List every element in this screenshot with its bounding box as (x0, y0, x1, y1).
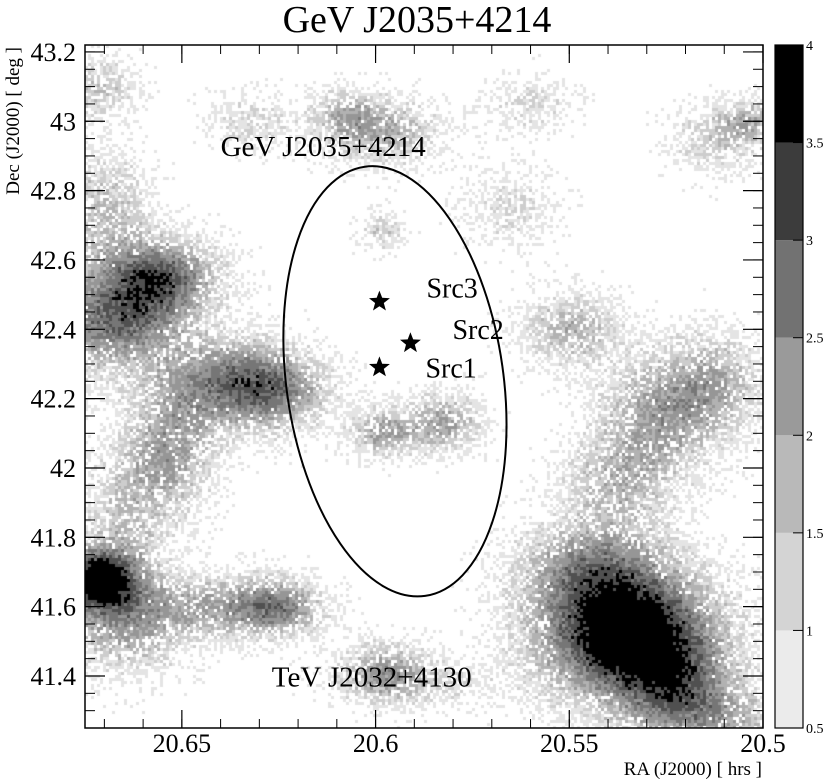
y-tick-label: 42.2 (31, 385, 77, 414)
x-tick-label: 20.6 (353, 729, 399, 758)
y-tick-label: 42.6 (31, 246, 77, 275)
source-label-src3: Src3 (426, 274, 477, 305)
annotation-label: TeV J2032+4130 (272, 661, 472, 693)
x-tick-label: 20.65 (153, 729, 212, 758)
source-star-src3 (369, 290, 390, 311)
x-tick-label: 20.5 (740, 729, 786, 758)
y-tick-label: 42 (50, 454, 76, 483)
y-tick-label: 43.2 (31, 38, 77, 67)
colorbar: 0.5 1 1.5 2 2.5 3 3.5 4 (774, 39, 824, 737)
colorbar-tick-label: 4 (806, 39, 813, 54)
source-label-src1: Src1 (425, 353, 476, 384)
y-tick-label: 42.4 (31, 315, 77, 344)
source-star-src2 (400, 332, 421, 353)
colorbar-band (775, 45, 803, 143)
gev-region-label: GeV J2035+4214 (221, 131, 427, 163)
source-star-src1 (369, 356, 390, 377)
colorbar-band (775, 240, 803, 338)
x-axis-label: RA (J2000) [ hrs ] (624, 759, 762, 779)
colorbar-band (775, 142, 803, 241)
heatmap-area (85, 45, 763, 728)
y-axis-label: Dec (J2000) [ deg ] (3, 47, 24, 195)
colorbar-band (775, 630, 803, 728)
colorbar-frame (774, 44, 804, 729)
chart-title: GeV J2035+4214 (283, 0, 552, 41)
source-label-src2: Src2 (452, 315, 503, 346)
colorbar-band (775, 337, 803, 436)
colorbar-tick-label: 0.5 (806, 722, 824, 737)
annotations: TeV J2032+4130 (272, 661, 472, 693)
gev-region-ellipse (282, 165, 508, 598)
colorbar-tick-label: 1 (806, 624, 813, 639)
colorbar-tick-label: 2.5 (806, 332, 824, 347)
colorbar-tick-label: 1.5 (806, 527, 824, 542)
source-markers: Src1 Src2 Src3 (369, 274, 504, 384)
colorbar-band (775, 435, 803, 533)
y-tick-label: 41.6 (31, 593, 77, 622)
x-axis: 20.65 20.6 20.55 20.5 (103, 45, 786, 758)
y-tick-label: 42.8 (31, 177, 77, 206)
y-tick-label: 43 (50, 107, 76, 136)
heatmap-image (85, 45, 763, 728)
y-axis: 41.4 41.6 41.8 42 42.2 42.4 42.6 42.8 43 43.2 (31, 38, 763, 712)
y-tick-label: 41.4 (31, 662, 77, 691)
colorbar-band (775, 532, 803, 631)
y-tick-label: 41.8 (31, 523, 77, 552)
x-tick-label: 20.55 (540, 729, 599, 758)
colorbar-tick-label: 3.5 (806, 137, 824, 152)
plot-frame (84, 44, 764, 729)
colorbar-tick-label: 3 (806, 234, 813, 249)
colorbar-tick-label: 2 (806, 429, 813, 444)
